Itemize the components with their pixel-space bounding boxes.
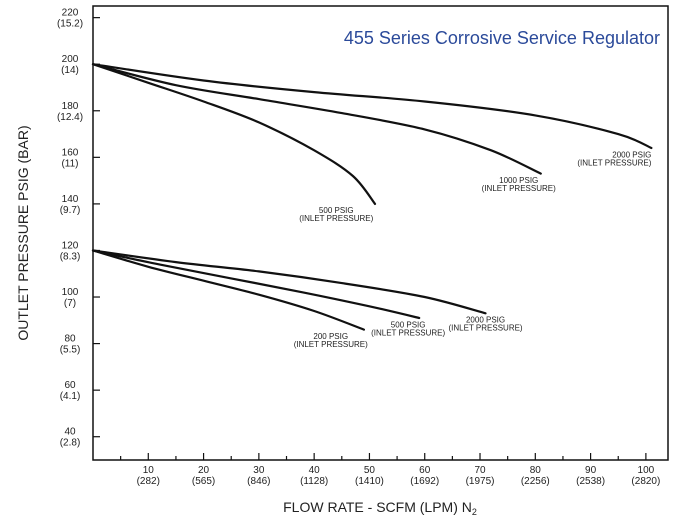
y-tick-sublabel: (14)	[61, 65, 79, 76]
plot-frame	[92, 5, 669, 461]
tick-marks	[93, 17, 647, 460]
x-tick-sublabel: (1410)	[355, 476, 384, 487]
curve-series-1	[91, 63, 653, 150]
y-tick-sublabel: (7)	[64, 298, 76, 309]
x-axis-title-main: FLOW RATE - SCFM (LPM) N	[283, 499, 472, 515]
curve-label-2: 1000 PSIG	[499, 176, 538, 185]
x-tick-sublabel: (2538)	[576, 476, 605, 487]
curve-sublabel-6: (INLET PRESSURE)	[294, 340, 368, 349]
x-axis-title-subscript: 2	[472, 507, 477, 517]
curve-series-5	[91, 249, 421, 320]
y-tick-label: 100	[62, 287, 79, 298]
x-tick-label: 20	[198, 465, 210, 476]
x-tick-label: 70	[474, 465, 486, 476]
y-tick-sublabel: (9.7)	[60, 205, 81, 216]
curve-label-6: 200 PSIG	[313, 332, 348, 341]
curve-sublabel-3: (INLET PRESSURE)	[299, 214, 373, 223]
curve-label-5: 500 PSIG	[391, 320, 426, 329]
x-axis-title: FLOW RATE - SCFM (LPM) N2	[283, 499, 477, 517]
curves	[91, 63, 653, 331]
curve-sublabel-1: (INLET PRESSURE)	[577, 158, 651, 167]
curve-series-2	[91, 63, 542, 175]
curve-label-1: 2000 PSIG	[612, 150, 651, 159]
y-tick-label: 120	[62, 240, 79, 251]
curve-label-3: 500 PSIG	[319, 206, 354, 215]
y-axis-title: OUTLET PRESSURE PSIG (BAR)	[15, 125, 31, 340]
y-tick-label: 60	[64, 380, 76, 391]
y-tick-sublabel: (12.4)	[57, 112, 83, 123]
curve-label-4: 2000 PSIG	[466, 316, 505, 325]
x-tick-sublabel: (282)	[137, 476, 160, 487]
y-tick-sublabel: (2.8)	[60, 438, 81, 449]
y-tick-sublabel: (8.3)	[60, 251, 81, 262]
x-tick-sublabel: (565)	[192, 476, 215, 487]
curve-sublabel-2: (INLET PRESSURE)	[482, 184, 556, 193]
curve-annotations: 2000 PSIG(INLET PRESSURE)1000 PSIG(INLET…	[294, 150, 652, 349]
curve-sublabel-5: (INLET PRESSURE)	[371, 328, 445, 337]
y-tick-sublabel: (15.2)	[57, 19, 83, 30]
curve-series-3	[91, 63, 377, 205]
x-tick-sublabel: (2256)	[521, 476, 550, 487]
y-tick-label: 200	[62, 54, 79, 65]
x-tick-label: 10	[143, 465, 155, 476]
x-tick-label: 60	[419, 465, 431, 476]
y-tick-sublabel: (4.1)	[60, 391, 81, 402]
y-tick-sublabel: (5.5)	[60, 345, 81, 356]
curve-series-6	[91, 249, 365, 331]
axes	[92, 5, 669, 461]
x-tick-label: 50	[364, 465, 376, 476]
curve-series-4	[91, 249, 487, 315]
chart-title: 455 Series Corrosive Service Regulator	[344, 28, 660, 48]
y-tick-label: 220	[62, 8, 79, 19]
y-tick-sublabel: (11)	[61, 158, 78, 169]
y-tick-label: 40	[64, 427, 76, 438]
x-tick-sublabel: (846)	[247, 476, 270, 487]
x-tick-label: 90	[585, 465, 597, 476]
x-tick-sublabel: (1692)	[410, 476, 439, 487]
y-tick-label: 140	[62, 194, 79, 205]
x-tick-label: 80	[530, 465, 542, 476]
y-tick-label: 180	[62, 101, 79, 112]
x-tick-sublabel: (1975)	[466, 476, 495, 487]
tick-labels: 10(282)20(565)30(846)40(1128)50(1410)60(…	[57, 8, 660, 487]
curve-sublabel-4: (INLET PRESSURE)	[449, 324, 523, 333]
x-tick-label: 40	[309, 465, 321, 476]
x-tick-sublabel: (1128)	[300, 476, 328, 487]
y-tick-label: 160	[62, 147, 79, 158]
x-tick-label: 30	[253, 465, 265, 476]
x-tick-label: 100	[638, 465, 655, 476]
y-tick-label: 80	[64, 334, 76, 345]
x-tick-sublabel: (2820)	[631, 476, 660, 487]
